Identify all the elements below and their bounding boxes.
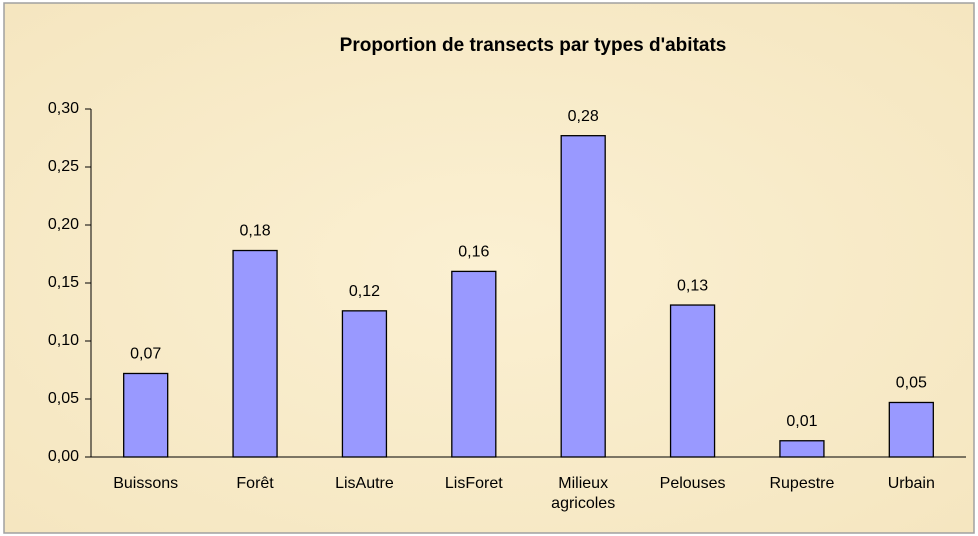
- bar: [560, 135, 606, 458]
- y-tick-label: 0,25: [48, 158, 79, 175]
- bar: [669, 304, 716, 458]
- data-label: 0,05: [896, 375, 927, 392]
- chart-title: Proportion de transects par types d'abit…: [340, 35, 727, 56]
- y-tick-label: 0,10: [48, 332, 79, 349]
- x-tick-label: Pelouses: [660, 475, 726, 492]
- bar: [779, 440, 825, 458]
- data-label: 0,01: [786, 413, 817, 430]
- y-tick-label: 0,15: [48, 274, 79, 291]
- y-tick-label: 0,00: [48, 448, 79, 465]
- x-tick-label: Milieux agricoles: [551, 475, 615, 512]
- bar: [232, 249, 278, 458]
- data-label: 0,12: [349, 283, 380, 300]
- bar: [888, 401, 934, 458]
- y-tick-label: 0,30: [48, 100, 79, 117]
- x-tick-label: Forêt: [236, 475, 274, 492]
- bar: [451, 270, 497, 458]
- data-label: 0,07: [130, 346, 161, 363]
- y-tick-label: 0,05: [48, 390, 79, 407]
- data-label: 0,13: [677, 277, 708, 294]
- x-tick-label: Urbain: [888, 475, 935, 492]
- x-tick-label: LisForet: [445, 475, 503, 492]
- bar: [123, 372, 169, 458]
- y-tick-label: 0,20: [48, 216, 79, 233]
- x-tick-label: LisAutre: [335, 475, 394, 492]
- x-tick-label: Rupestre: [769, 475, 834, 492]
- data-label: 0,18: [239, 223, 270, 240]
- x-tick-label: Buissons: [113, 475, 178, 492]
- data-label: 0,16: [458, 244, 489, 261]
- bar: [341, 310, 388, 458]
- data-label: 0,28: [568, 108, 599, 125]
